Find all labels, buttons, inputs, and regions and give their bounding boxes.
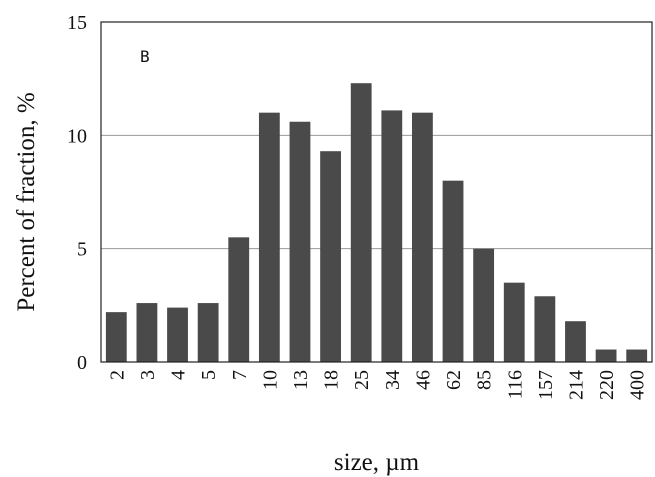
x-tick-label: 62 (443, 370, 465, 390)
bar-62 (442, 180, 464, 362)
bar-220 (595, 349, 617, 362)
x-tick-label: 3 (137, 370, 159, 380)
bar-5 (197, 303, 219, 362)
x-tick-label: 7 (229, 370, 251, 380)
gridlines (101, 134, 652, 250)
bar-3 (136, 303, 158, 362)
bar-46 (412, 112, 433, 363)
x-tick-label: 18 (321, 370, 343, 390)
bar-7 (228, 237, 250, 362)
x-tick-label: 400 (627, 370, 649, 400)
x-tick-label: 85 (474, 370, 496, 390)
bar-400 (626, 349, 648, 362)
bar-4 (167, 307, 188, 362)
y-tick-label: 5 (77, 239, 87, 261)
x-tick-label: 4 (168, 370, 190, 380)
x-tick-label: 2 (106, 370, 128, 380)
bars (105, 83, 648, 363)
bar-34 (381, 110, 403, 363)
x-axis-ticks: 2 3 4 5 7 10 13 18 25 34 46 62 85 116 157 214 220 400 (106, 370, 648, 400)
y-axis-ticks: 0 5 10 15 (67, 12, 87, 374)
y-tick-label: 10 (67, 125, 87, 147)
y-tick-label: 0 (77, 352, 87, 374)
bar-157 (534, 296, 556, 362)
x-tick-label: 5 (198, 370, 220, 380)
x-tick-label: 13 (290, 370, 312, 390)
x-tick-label: 34 (382, 370, 404, 390)
x-tick-label: 214 (565, 370, 587, 400)
x-tick-label: 10 (259, 370, 281, 390)
plot-frame (100, 21, 653, 363)
x-tick-label: 25 (351, 370, 373, 390)
bar-214 (565, 321, 586, 362)
y-axis-title: Percent of fraction, % (13, 92, 40, 311)
panel-label: B (140, 47, 150, 66)
bar-18 (320, 151, 341, 362)
x-axis-title: size, µm (334, 449, 420, 476)
bar-2 (105, 312, 127, 362)
x-tick-label: 157 (535, 370, 557, 400)
bar-85 (473, 248, 495, 362)
bar-13 (289, 121, 311, 362)
bar-25 (350, 83, 372, 362)
bar-10 (258, 112, 280, 363)
y-tick-label: 15 (67, 12, 87, 34)
bar-116 (503, 282, 525, 362)
x-tick-label: 46 (412, 370, 434, 390)
x-tick-label: 116 (504, 370, 526, 399)
x-tick-label: 220 (596, 370, 618, 400)
